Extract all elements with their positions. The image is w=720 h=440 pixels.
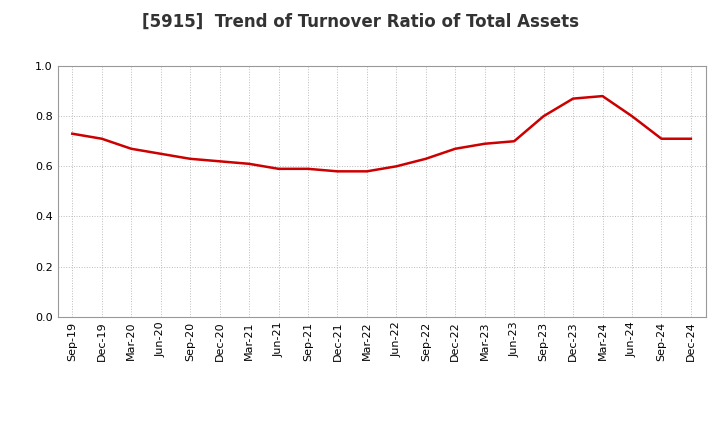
Text: [5915]  Trend of Turnover Ratio of Total Assets: [5915] Trend of Turnover Ratio of Total … xyxy=(142,13,578,31)
